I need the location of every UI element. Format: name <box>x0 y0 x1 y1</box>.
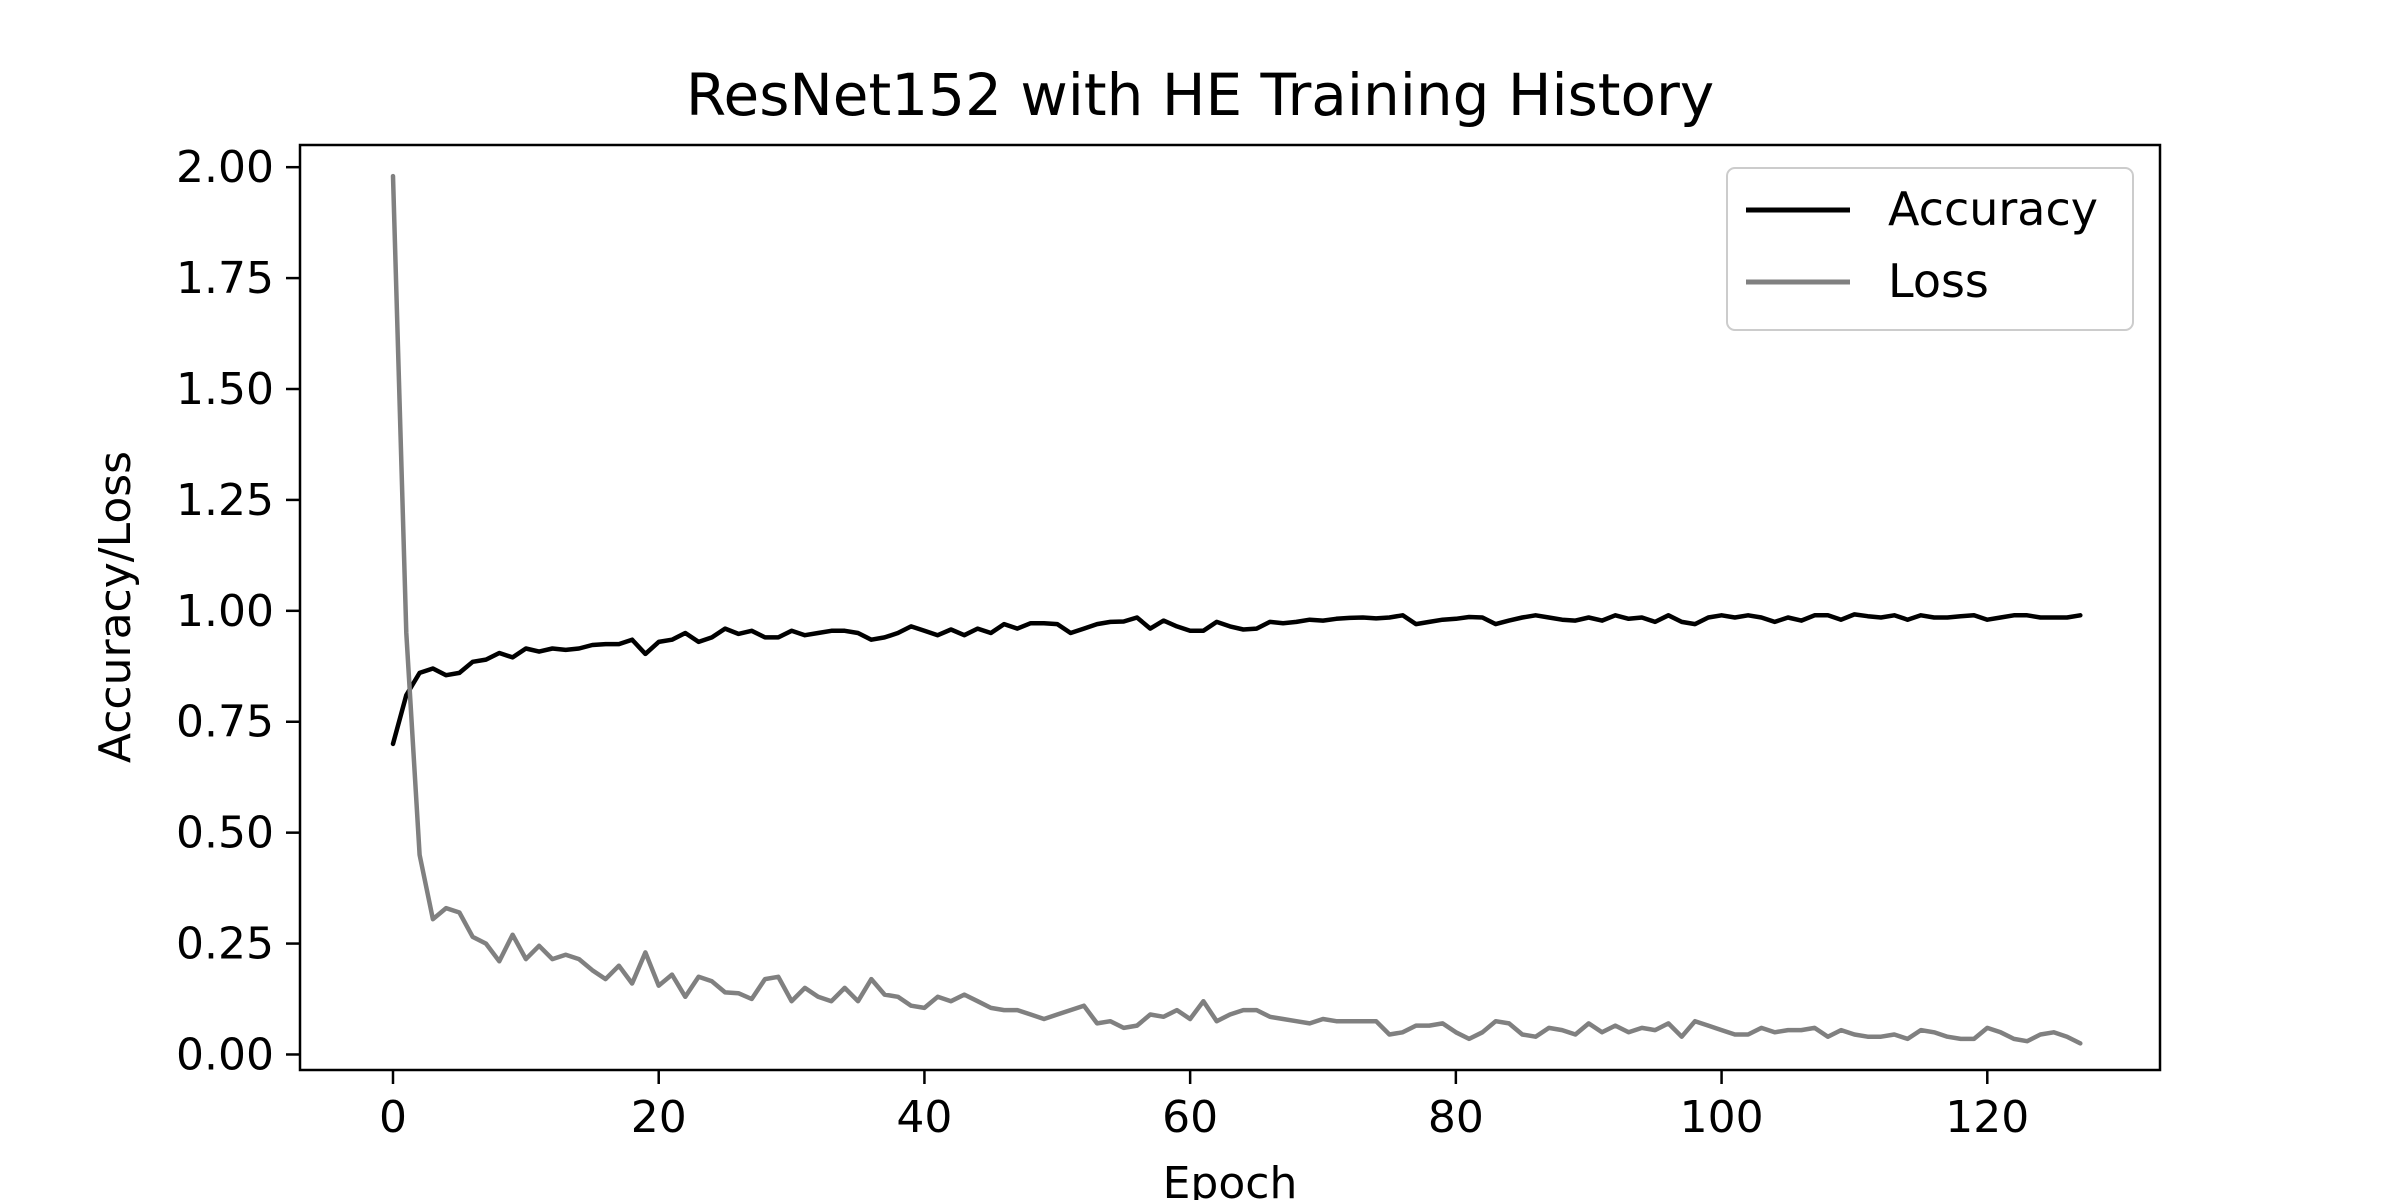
y-tick-label: 0.00 <box>176 1029 274 1080</box>
y-tick-label: 1.50 <box>176 364 274 415</box>
x-tick-label: 20 <box>631 1092 687 1143</box>
x-tick-label: 120 <box>1945 1092 2029 1143</box>
plot-frame <box>298 143 2162 1072</box>
x-tick-label: 80 <box>1428 1092 1484 1143</box>
y-tick-label: 2.00 <box>176 142 274 193</box>
y-tick-label: 0.75 <box>176 697 274 748</box>
y-tick-label: 1.00 <box>176 586 274 637</box>
y-axis-ticks: 0.00 0.25 0.50 0.75 1.00 1.25 1.50 1.75 2.00 <box>176 142 300 1080</box>
x-tick-label: 100 <box>1680 1092 1764 1143</box>
y-tick-label: 0.50 <box>176 808 274 859</box>
x-axis-ticks: 0 20 40 60 80 100 120 <box>379 1070 2029 1143</box>
chart-title: ResNet152 with HE Training History <box>686 61 1714 129</box>
legend-label-accuracy: Accuracy <box>1888 182 2098 236</box>
y-tick-label: 1.75 <box>176 253 274 304</box>
y-axis-label: Accuracy/Loss <box>90 451 141 763</box>
x-axis-label: Epoch <box>1163 1158 1298 1200</box>
x-tick-label: 40 <box>896 1092 952 1143</box>
legend: Accuracy Loss <box>1726 167 2134 331</box>
series-layer <box>390 173 2083 1046</box>
x-tick-label: 0 <box>379 1092 407 1143</box>
x-tick-label: 60 <box>1162 1092 1218 1143</box>
y-tick-label: 1.25 <box>176 475 274 526</box>
series-line-accuracy <box>390 612 2083 747</box>
y-tick-label: 0.25 <box>176 919 274 970</box>
series-line-loss <box>390 173 2083 1046</box>
legend-label-loss: Loss <box>1888 254 1989 308</box>
